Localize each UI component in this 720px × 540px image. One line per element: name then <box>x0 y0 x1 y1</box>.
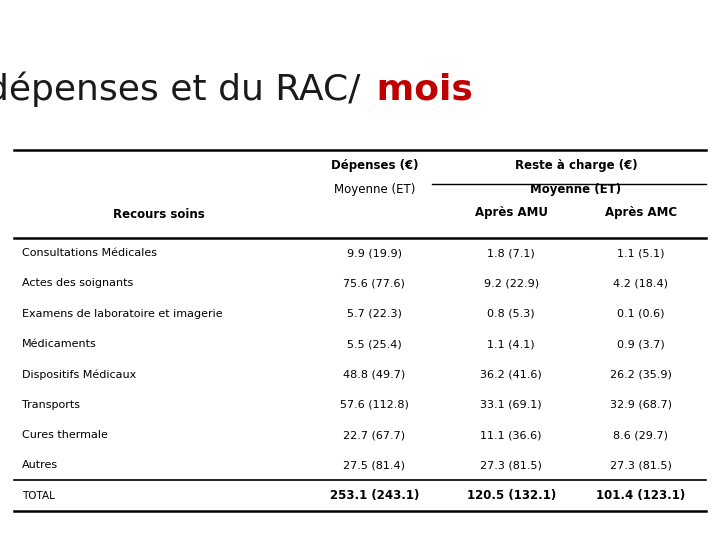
Text: TOTAL: TOTAL <box>22 491 55 501</box>
Text: 27.3 (81.5): 27.3 (81.5) <box>610 460 672 470</box>
Text: Data presented are mean (standard deviation). MHI: mandatory health insurance; V: Data presented are mean (standard deviat… <box>9 19 411 26</box>
Text: 5.5 (25.4): 5.5 (25.4) <box>347 339 402 349</box>
Text: 33.1 (69.1): 33.1 (69.1) <box>480 400 542 410</box>
Text: 48.8 (49.7): 48.8 (49.7) <box>343 369 405 380</box>
Text: Actes des soignants: Actes des soignants <box>22 279 133 288</box>
Text: 26.2 (35.9): 26.2 (35.9) <box>610 369 672 380</box>
Text: 14: 14 <box>690 11 711 26</box>
Text: 0.9 (3.7): 0.9 (3.7) <box>617 339 665 349</box>
Text: 11.1 (36.6): 11.1 (36.6) <box>480 430 542 440</box>
Text: 22.7 (67.7): 22.7 (67.7) <box>343 430 405 440</box>
Text: Reste à charge (€): Reste à charge (€) <box>515 159 637 172</box>
Text: 27.5 (81.4): 27.5 (81.4) <box>343 460 405 470</box>
Text: Recours soins: Recours soins <box>112 208 204 221</box>
Text: 9.2 (22.9): 9.2 (22.9) <box>484 279 539 288</box>
Text: Détail des dépenses et du RAC/: Détail des dépenses et du RAC/ <box>0 72 360 107</box>
Text: 5.7 (22.3): 5.7 (22.3) <box>347 309 402 319</box>
Text: 8.6 (29.7): 8.6 (29.7) <box>613 430 668 440</box>
Text: 253.1 (243.1): 253.1 (243.1) <box>330 489 419 502</box>
Text: Table 3: Lymphedema-related outpatient healthcare expenditures and OOPP per mont: Table 3: Lymphedema-related outpatient h… <box>9 9 346 18</box>
Text: 4.2 (18.4): 4.2 (18.4) <box>613 279 668 288</box>
Text: 75.6 (77.6): 75.6 (77.6) <box>343 279 405 288</box>
Text: Médicaments: Médicaments <box>22 339 96 349</box>
Text: Consultations Médicales: Consultations Médicales <box>22 248 157 258</box>
Text: Après AMC: Après AMC <box>605 206 677 219</box>
Text: 57.6 (112.8): 57.6 (112.8) <box>340 400 409 410</box>
Text: Autres: Autres <box>22 460 58 470</box>
Text: Dispositifs Médicaux: Dispositifs Médicaux <box>22 369 136 380</box>
Text: Moyenne (ET): Moyenne (ET) <box>531 183 621 195</box>
Text: 32.9 (68.7): 32.9 (68.7) <box>610 400 672 410</box>
Text: 0.8 (5.3): 0.8 (5.3) <box>487 309 535 319</box>
Text: 36.2 (41.6): 36.2 (41.6) <box>480 369 542 380</box>
Text: Moyenne (ET): Moyenne (ET) <box>333 183 415 195</box>
Text: 27.3 (81.5): 27.3 (81.5) <box>480 460 542 470</box>
Text: 9.9 (19.9): 9.9 (19.9) <box>347 248 402 258</box>
Text: Dépenses (€): Dépenses (€) <box>330 159 418 172</box>
Text: Après AMU: Après AMU <box>474 206 548 219</box>
Text: 101.4 (123.1): 101.4 (123.1) <box>596 489 685 502</box>
Text: Cures thermale: Cures thermale <box>22 430 107 440</box>
Text: 120.5 (132.1): 120.5 (132.1) <box>467 489 556 502</box>
Text: 1.1 (4.1): 1.1 (4.1) <box>487 339 535 349</box>
Text: 0.1 (0.6): 0.1 (0.6) <box>617 309 665 319</box>
Text: Transports: Transports <box>22 400 80 410</box>
Text: 1.1 (5.1): 1.1 (5.1) <box>617 248 665 258</box>
Text: Examens de laboratoire et imagerie: Examens de laboratoire et imagerie <box>22 309 222 319</box>
Text: mois: mois <box>364 72 472 106</box>
Text: 1.8 (7.1): 1.8 (7.1) <box>487 248 535 258</box>
